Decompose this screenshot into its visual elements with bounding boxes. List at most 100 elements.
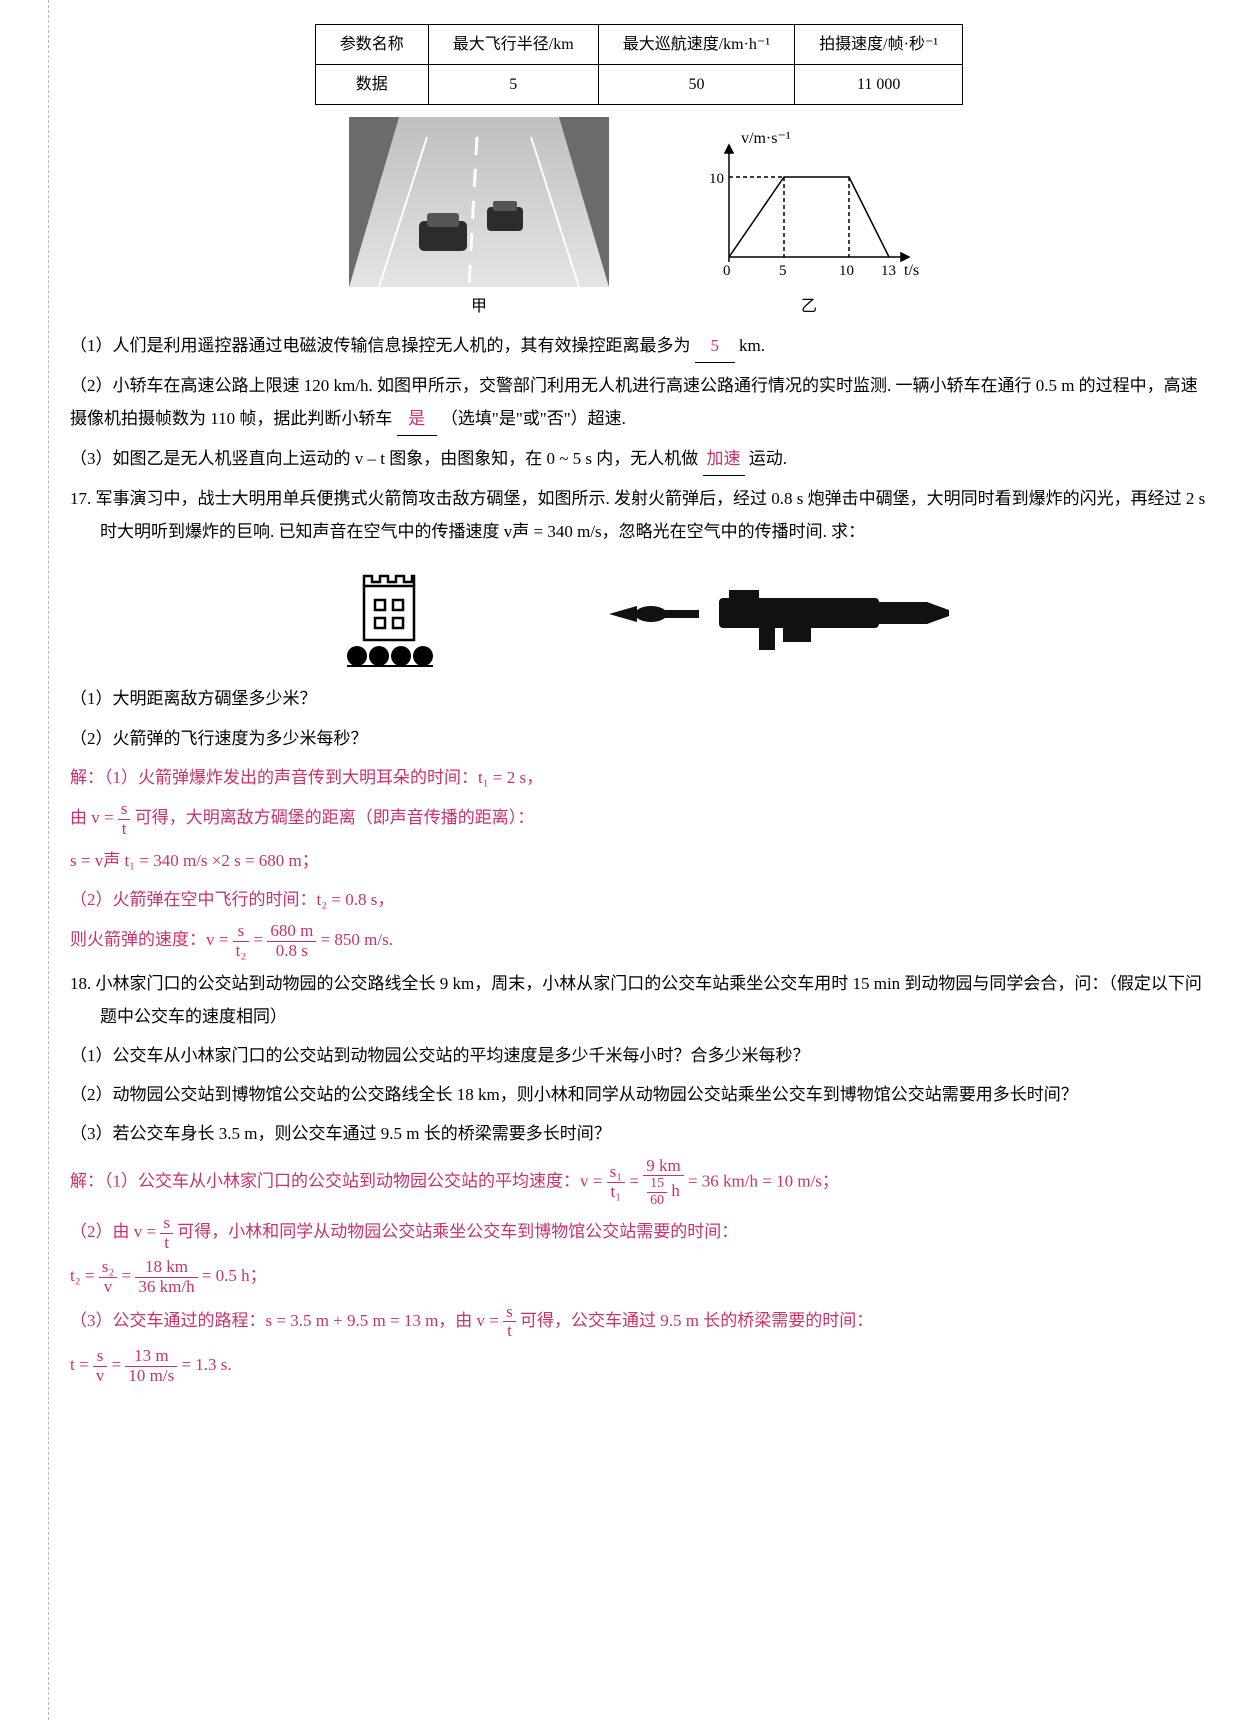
q18-sub1: （1）公交车从小林家门口的公交站到动物园公交站的平均速度是多少千米每小时？合多少… xyxy=(70,1039,1208,1072)
den: 36 km/h xyxy=(135,1278,197,1297)
num: 15 xyxy=(647,1176,667,1192)
q17-sub1: （1）大明距离敌方碉堡多少米？ xyxy=(70,682,1208,715)
text: = 1.3 s. xyxy=(181,1355,231,1374)
td-fps: 11 000 xyxy=(795,65,963,105)
q18-solution-a: 解：（1）公交车从小林家门口的公交站到动物园公交站的平均速度：v = s₁t₁ … xyxy=(70,1157,1208,1208)
text: 解：（1）公交车从小林家门口的公交站到动物园公交站的平均速度：v = xyxy=(70,1171,607,1190)
th-fps: 拍摄速度/帧·秒⁻¹ xyxy=(795,25,963,65)
q16-1-text: （1）人们是利用遥控器通过电磁波传输信息操控无人机的，其有效操控距离最多为 xyxy=(70,336,691,355)
q17-solution-c: s = v声 t₁ = 340 m/s ×2 s = 680 m； xyxy=(70,844,1208,877)
den: v xyxy=(99,1278,118,1297)
q16-2-answer: 是 xyxy=(397,402,437,436)
q17-solution-e: 则火箭弹的速度：v = st₂ = 680 m0.8 s = 850 m/s. xyxy=(70,922,1208,960)
num: s xyxy=(160,1214,173,1234)
castle-icon xyxy=(329,560,449,670)
text: 可得，大明离敌方碉堡的距离（即声音传播的距离）： xyxy=(135,808,535,827)
q17-solution-a: 解：（1）火箭弹爆炸发出的声音传到大明耳朵的时间：t₁ = 2 s， xyxy=(70,761,1208,794)
nested-frac: 1560 xyxy=(647,1176,667,1208)
th-name: 参数名称 xyxy=(315,25,428,65)
den: 1560 h xyxy=(643,1176,683,1208)
num: s xyxy=(233,922,250,942)
q16-2-text: （2）小轿车在高速公路上限速 120 km/h. 如图甲所示，交警部门利用无人机… xyxy=(70,376,1198,428)
num: s xyxy=(503,1303,516,1323)
caption-left: 甲 xyxy=(349,291,609,322)
text: = xyxy=(629,1171,643,1190)
q17-number: 17. xyxy=(70,489,91,508)
frac: st xyxy=(160,1214,173,1252)
den: v xyxy=(93,1367,108,1386)
q18-sub3: （3）若公交车身长 3.5 m，则公交车通过 9.5 m 长的桥梁需要多长时间？ xyxy=(70,1117,1208,1150)
svg-text:5: 5 xyxy=(779,263,787,279)
q17-text: 军事演习中，战士大明用单兵便携式火箭筒攻击敌方碉堡，如图所示. 发射火箭弹后，经… xyxy=(96,489,1206,541)
text: = 850 m/s. xyxy=(321,931,393,950)
svg-text:10: 10 xyxy=(839,263,854,279)
td-radius: 5 xyxy=(428,65,598,105)
th-radius: 最大飞行半径/km xyxy=(428,25,598,65)
frac: s₁t₁ xyxy=(607,1163,626,1201)
caption-right: 乙 xyxy=(689,291,929,322)
q16-3: （3）如图乙是无人机竖直向上运动的 v – t 图象，由图象知，在 0 ~ 5 … xyxy=(70,442,1208,476)
num: s₂ xyxy=(99,1258,118,1278)
text: = xyxy=(254,931,268,950)
svg-text:t/s: t/s xyxy=(904,262,919,279)
figure-row: 甲 v/m·s⁻¹ 10 0 5 10 13 t/s 乙 xyxy=(70,117,1208,322)
den: t xyxy=(118,820,131,839)
q17-solution-d: （2）火箭弹在空中飞行的时间：t₂ = 0.8 s， xyxy=(70,883,1208,916)
q17-solution-b: 由 v = st 可得，大明离敌方碉堡的距离（即声音传播的距离）： xyxy=(70,800,1208,838)
vt-chart: v/m·s⁻¹ 10 0 5 10 13 t/s 乙 xyxy=(689,127,929,322)
den: 0.8 s xyxy=(267,942,316,961)
q16-1-unit: km. xyxy=(739,336,765,355)
frac: 18 km36 km/h xyxy=(135,1258,197,1296)
num: 13 m xyxy=(125,1347,177,1367)
text: （2）由 v = xyxy=(70,1222,160,1241)
frac: st xyxy=(503,1303,516,1341)
q18-solution-b: （2）由 v = st 可得，小林和同学从动物园公交站乘坐公交车到博物馆公交站需… xyxy=(70,1214,1208,1252)
text: 可得，小林和同学从动物园公交站乘坐公交车到博物馆公交站需要的时间： xyxy=(177,1222,738,1241)
q18-text: 小林家门口的公交站到动物园的公交路线全长 9 km，周末，小林从家门口的公交车站… xyxy=(96,974,1202,1026)
svg-text:10: 10 xyxy=(709,171,724,187)
q18-sub2: （2）动物园公交站到博物馆公交站的公交路线全长 18 km，则小林和同学从动物园… xyxy=(70,1078,1208,1111)
text: 则火箭弹的速度：v = xyxy=(70,931,233,950)
num: 680 m xyxy=(267,922,316,942)
td-rowlabel: 数据 xyxy=(315,65,428,105)
den: t xyxy=(503,1322,516,1341)
q18-solution-d: 16 （3）公交车通过的路程：s = 3.5 m + 9.5 m = 13 m，… xyxy=(70,1303,1208,1341)
num: s₁ xyxy=(607,1163,626,1183)
num: 9 km xyxy=(643,1157,683,1177)
text: 由 v = xyxy=(70,808,118,827)
frac: 680 m0.8 s xyxy=(267,922,316,960)
den: t xyxy=(160,1234,173,1253)
th-speed: 最大巡航速度/km·h⁻¹ xyxy=(598,25,794,65)
den: 60 xyxy=(647,1193,667,1208)
den: t₂ xyxy=(233,942,250,961)
frac: 9 km 1560 h xyxy=(643,1157,683,1208)
photo-highway: 甲 xyxy=(349,117,609,322)
frac: sv xyxy=(93,1347,108,1385)
q16-1-answer: 5 xyxy=(695,329,735,363)
svg-text:0: 0 xyxy=(723,263,731,279)
q16-2: （2）小轿车在高速公路上限速 120 km/h. 如图甲所示，交警部门利用无人机… xyxy=(70,369,1208,436)
td-speed: 50 xyxy=(598,65,794,105)
svg-text:v/m·s⁻¹: v/m·s⁻¹ xyxy=(741,130,791,147)
q18-solution-c: t₂ = s₂v = 18 km36 km/h = 0.5 h； xyxy=(70,1258,1208,1296)
q16-3-text: （3）如图乙是无人机竖直向上运动的 v – t 图象，由图象知，在 0 ~ 5 … xyxy=(70,449,698,468)
num: s xyxy=(118,800,131,820)
q18-solution-e: t = sv = 13 m10 m/s = 1.3 s. xyxy=(70,1347,1208,1385)
svg-text:13: 13 xyxy=(881,263,896,279)
q16-3-answer: 加速 xyxy=(703,442,745,476)
q18: 18. 小林家门口的公交站到动物园的公交路线全长 9 km，周末，小林从家门口的… xyxy=(70,967,1208,1033)
text: （3）公交车通过的路程：s = 3.5 m + 9.5 m = 13 m，由 v… xyxy=(70,1311,503,1330)
frac: s₂v xyxy=(99,1258,118,1296)
q18-number: 18. xyxy=(70,974,91,993)
text: = 36 km/h = 10 m/s； xyxy=(688,1171,839,1190)
suffix: h xyxy=(667,1181,680,1200)
rocket-launcher-icon xyxy=(609,570,949,660)
q17-figure-row: 15 xyxy=(70,560,1208,670)
frac: st xyxy=(118,800,131,838)
den: 10 m/s xyxy=(125,1367,177,1386)
q16-1: （1）人们是利用遥控器通过电磁波传输信息操控无人机的，其有效操控距离最多为 5 … xyxy=(70,329,1208,363)
q17: 17. 军事演习中，战士大明用单兵便携式火箭筒攻击敌方碉堡，如图所示. 发射火箭… xyxy=(70,482,1208,548)
den: t₁ xyxy=(607,1183,626,1202)
q16-3-tail: 运动. xyxy=(749,449,787,468)
text: = 0.5 h； xyxy=(202,1267,267,1286)
